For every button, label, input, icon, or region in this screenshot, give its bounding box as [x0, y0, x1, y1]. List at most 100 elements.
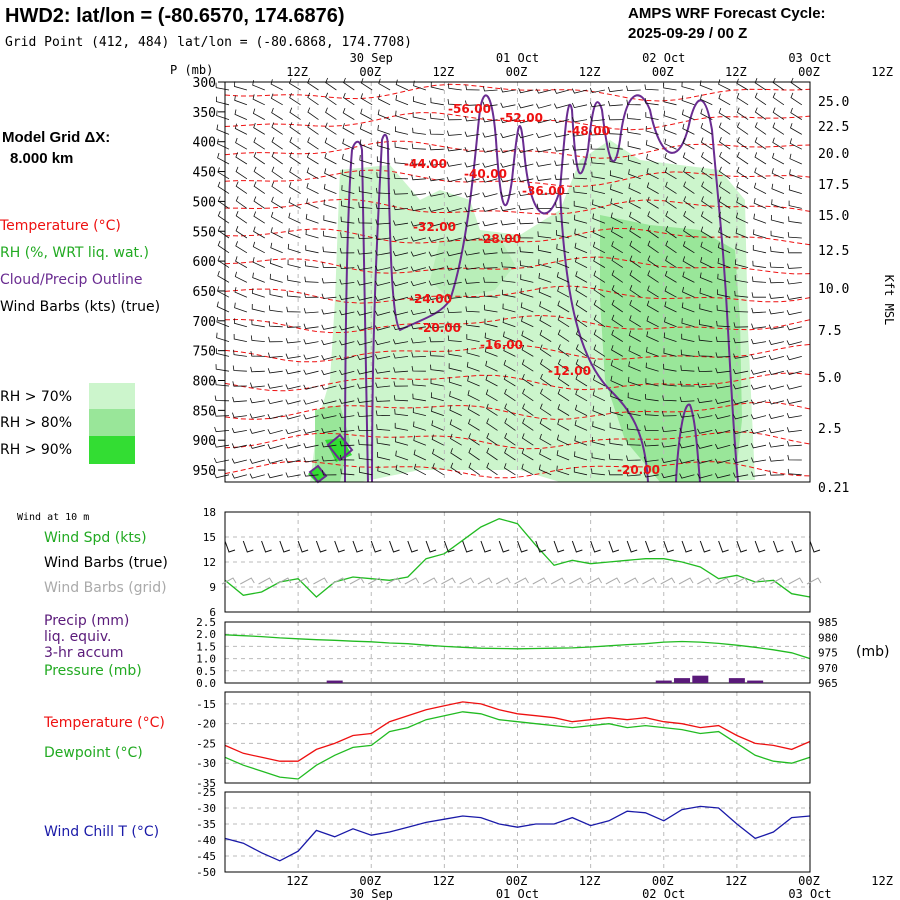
wind-barb [518, 190, 534, 197]
wind-barb [267, 368, 283, 374]
temperature-contour [224, 227, 811, 246]
wind-barb [609, 156, 623, 165]
wind-barb [556, 450, 570, 461]
wind-barb [447, 335, 462, 342]
wind-barb [447, 99, 462, 106]
wind-barb [411, 159, 426, 165]
wind-barb [251, 303, 265, 313]
wind-barb [339, 279, 355, 285]
wind-barb [429, 336, 444, 343]
wind-barb [324, 152, 337, 165]
surface-barb-grid [258, 577, 273, 585]
time-hour-label: 00Z [652, 874, 674, 888]
panel-tick-label: -40 [196, 834, 216, 847]
pressure-tick-label: 975 [818, 647, 838, 660]
wind-barb [410, 221, 426, 227]
wind-barb [717, 289, 731, 298]
wind-barb [482, 147, 498, 153]
wind-barb [321, 369, 337, 376]
wind-barb [393, 173, 409, 180]
wind-barb [411, 190, 426, 196]
wind-barb [446, 207, 462, 213]
wind-barb [267, 429, 283, 435]
wind-barb [608, 128, 623, 135]
wind-barb [321, 278, 337, 284]
wind-barb [357, 233, 373, 240]
wind-barb [771, 183, 785, 194]
wind-barb [645, 112, 659, 120]
surface-barb-true [407, 540, 418, 553]
surface-barb-grid [404, 577, 420, 585]
wind-barb [536, 147, 552, 153]
wind-barb [736, 151, 749, 165]
wind-barb [663, 363, 677, 372]
height-tick-label: 15.0 [818, 209, 849, 224]
wind-barb [539, 344, 552, 357]
wind-barb [627, 141, 641, 150]
wind-barb [232, 412, 247, 418]
wind-barb [590, 116, 605, 122]
grid-dx-value: 8.000 km [10, 150, 73, 167]
wind-barb [217, 255, 230, 268]
wind-barb [682, 286, 695, 298]
surface-barb-true [242, 540, 254, 553]
wind-barb [593, 359, 606, 372]
wind-barb [289, 78, 301, 91]
wind-barb [557, 300, 570, 313]
wind-barb [321, 470, 337, 476]
wind-barb [681, 109, 695, 120]
wind-barb [321, 399, 337, 405]
wind-barb [628, 169, 641, 180]
wind-barb [539, 301, 552, 313]
wind-barb [235, 181, 248, 194]
wind-barb [665, 225, 677, 239]
wind-barb [590, 144, 605, 150]
wind-barb [486, 403, 498, 416]
wind-barb [629, 285, 641, 298]
pressure-tick-label: 900 [193, 434, 216, 449]
wind-barb [520, 288, 534, 298]
wind-barb [286, 306, 301, 313]
wind-barb [357, 397, 373, 403]
wind-barb [465, 100, 480, 106]
wind-barb [521, 433, 534, 446]
wind-barb [447, 114, 462, 121]
surface-barb-true [334, 540, 345, 553]
wind-barb [573, 467, 588, 476]
wind-barb [358, 202, 373, 209]
time-hour-label: 12Z [433, 874, 455, 888]
wind-barb [446, 265, 462, 271]
wind-barb [555, 216, 570, 224]
wind-barb [411, 352, 426, 358]
wind-barb [341, 200, 355, 209]
wind-barb [536, 175, 552, 181]
surface-barb-true [608, 540, 620, 553]
height-tick-label: 10.0 [818, 282, 849, 297]
wind-barb [770, 246, 784, 254]
wind-barb [628, 197, 641, 209]
time-hour-label: 12Z [286, 874, 308, 888]
wind-panel: 18 15 12 9 6 [203, 506, 822, 619]
time-hour-label: 00Z [798, 874, 820, 888]
wind-barb [392, 295, 409, 301]
wind-barb [216, 138, 230, 150]
temperature-contour-label: -16.00 [480, 338, 523, 352]
wind-barb [410, 251, 427, 257]
wind-barb [395, 110, 409, 120]
wind-barb [575, 344, 588, 357]
temperature-contour-label: -28.00 [478, 232, 521, 246]
wind-barb [732, 399, 749, 405]
wind-barb [321, 324, 337, 330]
y-axis-title: P (mb) [170, 63, 213, 77]
wind-barb [357, 217, 373, 224]
wind-barb [430, 378, 444, 387]
wind-barb [484, 304, 498, 313]
wind-barb [233, 333, 247, 342]
wind-barb [518, 218, 534, 225]
wind-barb [697, 413, 713, 419]
wind-barb [786, 398, 802, 404]
wind-barb [557, 359, 570, 372]
temperature-contour-label: -52.00 [500, 111, 543, 125]
wind-barb [215, 96, 230, 106]
